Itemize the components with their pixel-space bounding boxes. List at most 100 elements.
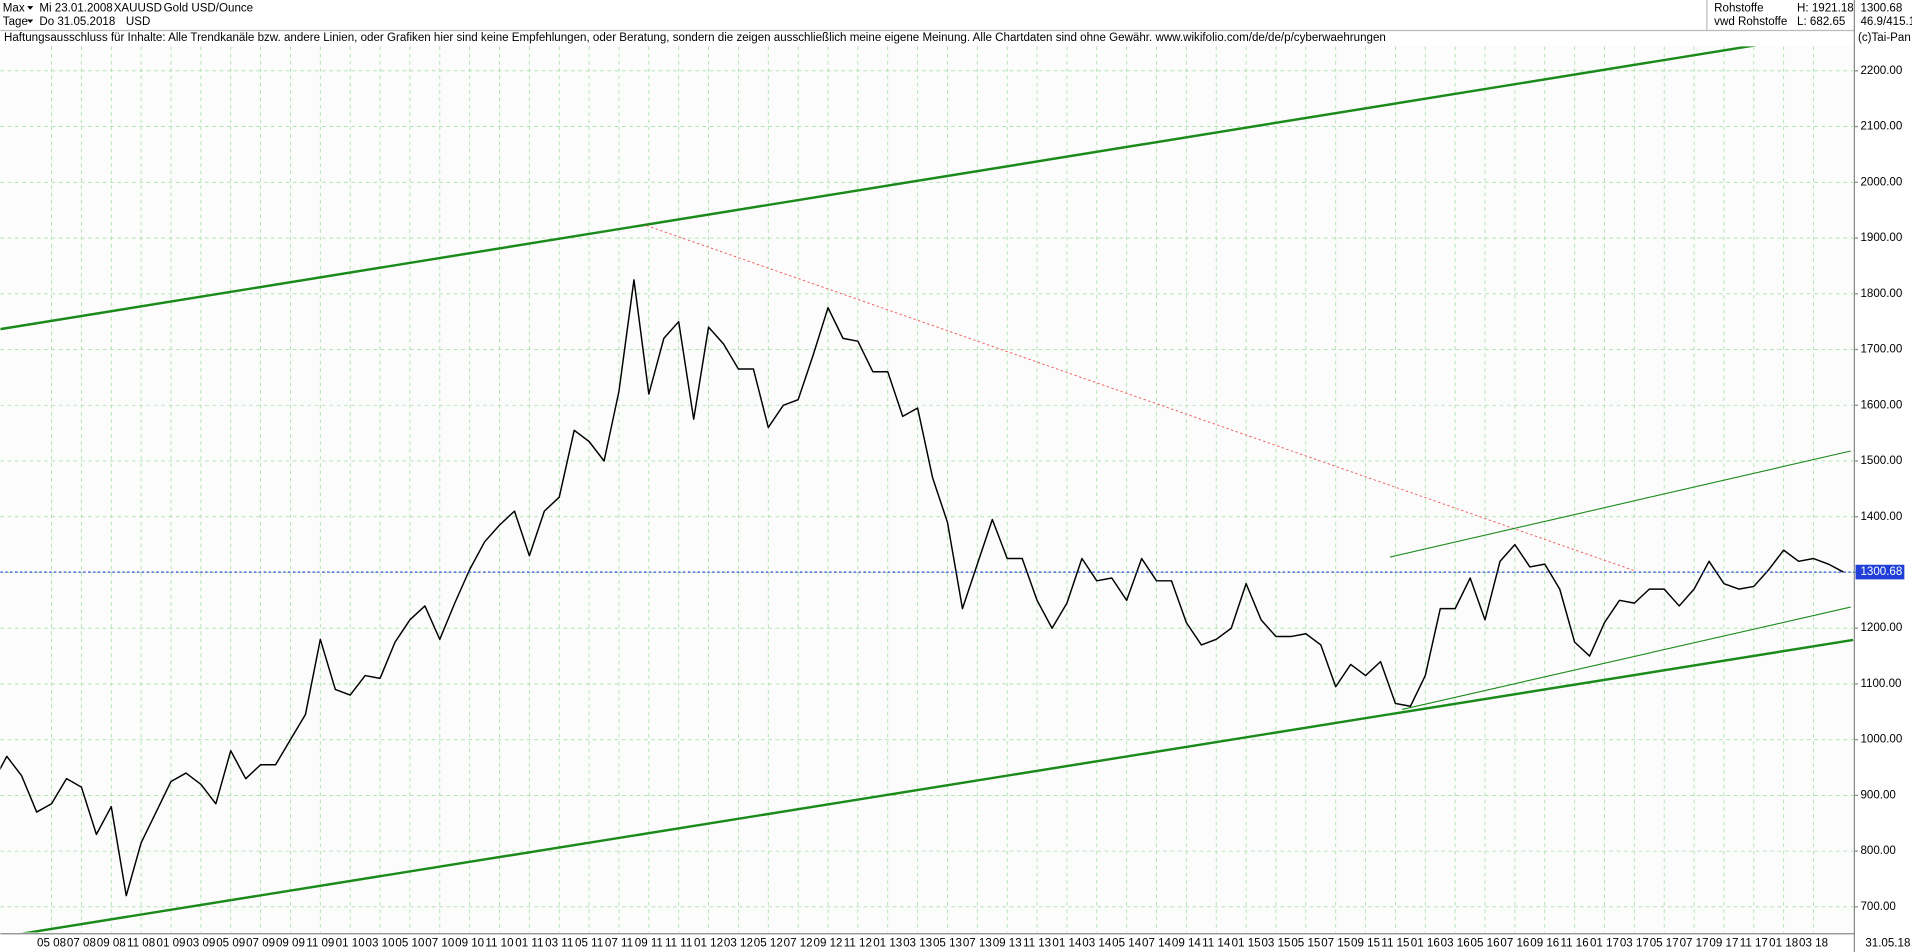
x-tick-label: 07 10 <box>425 938 454 950</box>
x-tick-label: 09 12 <box>814 938 843 950</box>
x-tick-label: 11 16 <box>1561 938 1589 950</box>
start-date: Mi 23.01.2008 <box>39 3 112 15</box>
y-tick-label: 1400.00 <box>1860 511 1902 523</box>
x-tick-label: 03 09 <box>186 938 215 950</box>
x-tick-label: 11 12 <box>844 938 872 950</box>
low: L: 682.65 <box>1797 16 1845 28</box>
y-tick-label: 2000.00 <box>1860 176 1902 188</box>
x-tick-label: 03 15 <box>1261 938 1290 950</box>
disclaimer: Haftungsausschluss für Inhalte: Alle Tre… <box>4 32 1386 44</box>
y-tick-label: 700.00 <box>1860 901 1895 913</box>
x-tick-label: 11 08 <box>127 938 155 950</box>
current-price-box <box>1855 564 1905 580</box>
y-tick-label: 1200.00 <box>1860 622 1902 634</box>
current-price-label: 1300.68 <box>1860 566 1902 578</box>
x-tick-label: 11 15 <box>1381 938 1409 950</box>
y-tick-label: 900.00 <box>1860 789 1895 801</box>
trend-line <box>646 225 1634 571</box>
x-tick-label: 03 16 <box>1441 938 1470 950</box>
end-date: Do 31.05.2018 <box>39 16 115 28</box>
series-group <box>0 279 1855 897</box>
x-tick-label: 11 10 <box>485 938 513 950</box>
x-tick-label: 05 12 <box>754 938 783 950</box>
trend-line <box>1402 606 1851 710</box>
x-tick-label: 07 15 <box>1321 938 1350 950</box>
y-tick-label: 1800.00 <box>1860 288 1902 300</box>
x-tick-label: 03 10 <box>366 938 395 950</box>
x-tick-label: 03 14 <box>1082 938 1112 950</box>
x-tick-label: 07 12 <box>784 938 813 950</box>
axes: 700.00 800.00 900.00 1000.00 1100.00 1200.00 1… <box>37 65 1905 950</box>
x-tick-label: 07 17 <box>1680 938 1709 950</box>
chart-title: Gold USD/Ounce <box>164 3 253 15</box>
x-tick-label: 05 15 <box>1291 938 1320 950</box>
y-tick-label: 800.00 <box>1860 845 1895 857</box>
x-tick-label: 07 11 <box>605 938 633 950</box>
y-tick-label: 2200.00 <box>1860 65 1902 77</box>
x-tick-label: 03 17 <box>1620 938 1649 950</box>
x-tick-label: 05 14 <box>1112 938 1142 950</box>
trend-line <box>0 46 1757 331</box>
x-tick-label: 09 10 <box>455 938 484 950</box>
source: vwd Rohstoffe <box>1714 16 1787 28</box>
x-tick-label: 05 11 <box>575 938 603 950</box>
y-tick-label: 1000.00 <box>1860 734 1902 746</box>
x-tick-label: 09 13 <box>993 938 1022 950</box>
y-tick-label: 1100.00 <box>1860 678 1901 690</box>
x-tick-label: 01 15 <box>1232 938 1261 950</box>
x-tick-label: 09 14 <box>1172 938 1202 950</box>
trend-line <box>1389 450 1851 558</box>
x-tick-label: 03 13 <box>903 938 932 950</box>
dropdown-icon[interactable] <box>27 6 34 10</box>
x-tick-label: 07 13 <box>963 938 992 950</box>
x-tick-label: 01 14 <box>1052 938 1082 950</box>
x-tick-label: 05 16 <box>1471 938 1500 950</box>
last-price: 1300.68 <box>1860 3 1902 15</box>
x-tick-label: 01 10 <box>336 938 365 950</box>
y-tick-label: 1900.00 <box>1860 232 1902 244</box>
x-tick-label: 09 15 <box>1351 938 1380 950</box>
y-tick-label: 2100.00 <box>1860 121 1902 133</box>
x-tick-label: 01 09 <box>157 938 186 950</box>
x-tick-label: 01 11 <box>515 938 543 950</box>
end-label: 31.05.18 <box>1865 938 1910 950</box>
x-tick-label: 11 17 <box>1740 938 1768 950</box>
x-tick-label: 03 12 <box>724 938 753 950</box>
x-tick-label: 07 09 <box>246 938 275 950</box>
x-tick-label: 01 13 <box>873 938 902 950</box>
x-tick-label: 01 12 <box>694 938 723 950</box>
x-tick-label: 01 16 <box>1411 938 1440 950</box>
dropdown-icon[interactable] <box>27 19 34 24</box>
x-tick-label: 09 08 <box>97 938 126 950</box>
trend-lines <box>0 46 1854 933</box>
currency: USD <box>126 16 150 28</box>
range: Max <box>3 3 25 15</box>
x-tick-label: 07 14 <box>1142 938 1172 950</box>
x-tick-label: 05 09 <box>216 938 245 950</box>
ratio: 46.9/415.1 <box>1860 16 1912 28</box>
y-tick-label: 1700.00 <box>1860 344 1902 356</box>
grid <box>0 46 1855 933</box>
copyright: (c)Tai-Pan <box>1858 32 1911 44</box>
group: Rohstoffe <box>1714 3 1763 15</box>
x-tick-label: 11 09 <box>306 938 334 950</box>
x-tick-label: 11 14 <box>1202 938 1231 950</box>
x-tick-label: 09 11 <box>635 938 663 950</box>
x-tick-label: 01 17 <box>1590 938 1619 950</box>
x-tick-label: 09 17 <box>1709 938 1738 950</box>
trend-line <box>21 638 1854 933</box>
high: H: 1921.18 <box>1797 3 1854 15</box>
x-tick-label: 09 16 <box>1530 938 1559 950</box>
x-tick-label: 05 17 <box>1650 938 1679 950</box>
symbol: XAUUSD <box>114 3 162 15</box>
x-tick-label: 11 11 <box>665 938 692 950</box>
plot-background <box>0 46 1855 933</box>
x-tick-label: 01 18 <box>1769 938 1798 950</box>
x-tick-label: 05 10 <box>395 938 424 950</box>
x-tick-label: 05 13 <box>933 938 962 950</box>
x-tick-label: 05 08 <box>37 938 66 950</box>
x-tick-label: 07 08 <box>67 938 96 950</box>
price-line <box>0 279 1844 897</box>
x-tick-label: 03 11 <box>545 938 573 950</box>
